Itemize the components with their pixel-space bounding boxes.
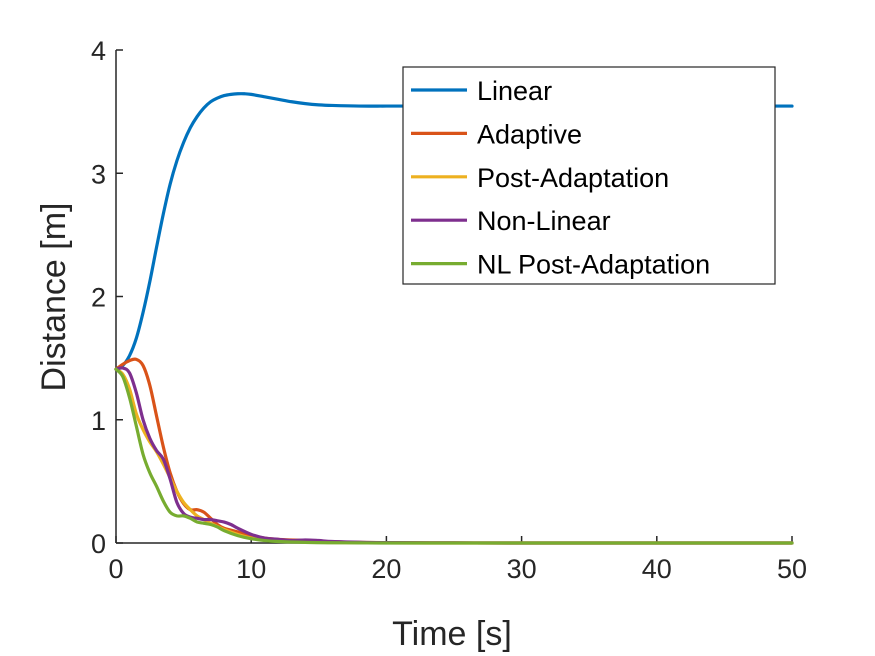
legend: Linear Adaptive Post-Adaptation Non-Linear N…: [402, 66, 776, 285]
x-tick-label: 30: [507, 554, 537, 584]
legend-label-linear: Linear: [477, 76, 552, 106]
y-tick-label: 4: [91, 36, 106, 66]
series-line-nl-post-adaptation: [114, 367, 794, 545]
legend-label-post-adaptation: Post-Adaptation: [477, 163, 669, 193]
x-tick-label: 50: [777, 554, 807, 584]
x-tick-label: 10: [236, 554, 266, 584]
y-tick-label: 2: [91, 283, 106, 313]
x-tick-label: 20: [371, 554, 401, 584]
x-tick-label: 40: [642, 554, 672, 584]
x-axis-label: Time [s]: [392, 615, 512, 653]
legend-label-adaptive: Adaptive: [477, 119, 582, 149]
tick-labels: 0 10 20 30 40 50 0 1 2 3 4: [91, 36, 807, 584]
y-tick-label: 0: [91, 529, 106, 559]
legend-label-non-linear: Non-Linear: [477, 206, 611, 236]
y-tick-label: 1: [91, 406, 106, 436]
x-tick-label: 0: [108, 554, 123, 584]
legend-label-nl-post-adaptation: NL Post-Adaptation: [477, 250, 710, 280]
y-tick-label: 3: [91, 159, 106, 189]
y-axis-label: Distance [m]: [35, 203, 73, 392]
